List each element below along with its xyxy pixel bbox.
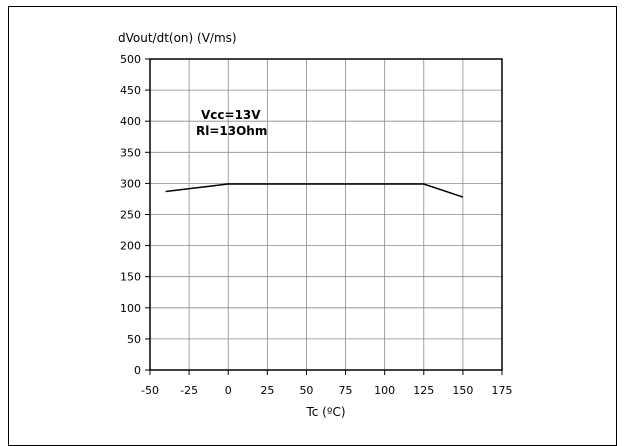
y-tick-labels: 0 50 100 150 200 250 300 350 400 450 500	[120, 53, 141, 377]
x-tick-label: 100	[374, 384, 395, 397]
x-tick-label: 75	[339, 384, 353, 397]
y-tick-label: 100	[120, 302, 141, 315]
x-tick-labels: -50 -25 0 25 50 75 100 125 150 175	[141, 384, 512, 397]
y-tick-label: 150	[120, 271, 141, 284]
x-tick-label: -50	[141, 384, 159, 397]
series-line	[165, 183, 464, 198]
y-tick-label: 250	[120, 209, 141, 222]
x-tick-label: -25	[180, 384, 198, 397]
annotation-vcc: Vcc=13V	[201, 108, 261, 122]
x-tick-label: 150	[452, 384, 473, 397]
y-tick-label: 300	[120, 177, 141, 190]
y-tick-label: 50	[127, 333, 141, 346]
y-axis-label: dVout/dt(on) (V/ms)	[118, 31, 237, 45]
annotation-rl: Rl=13Ohm	[196, 124, 267, 138]
x-tick-label: 25	[260, 384, 274, 397]
plot-area	[149, 58, 503, 371]
y-tick-label: 0	[134, 364, 141, 377]
y-tick-label: 500	[120, 53, 141, 66]
x-tick-label: 125	[413, 384, 434, 397]
y-tick-label: 400	[120, 115, 141, 128]
x-tick-label: 0	[225, 384, 232, 397]
figure-frame	[8, 6, 617, 446]
x-axis-label: Tc (ºC)	[305, 405, 345, 419]
y-tick-label: 200	[120, 240, 141, 253]
series	[165, 183, 464, 198]
grid	[145, 58, 503, 375]
y-tick-label: 450	[120, 84, 141, 97]
y-tick-label: 350	[120, 146, 141, 159]
x-tick-label: 50	[299, 384, 313, 397]
chart: dVout/dt(on) (V/ms) 05010015020025030035…	[118, 31, 513, 419]
x-tick-label: 175	[492, 384, 513, 397]
